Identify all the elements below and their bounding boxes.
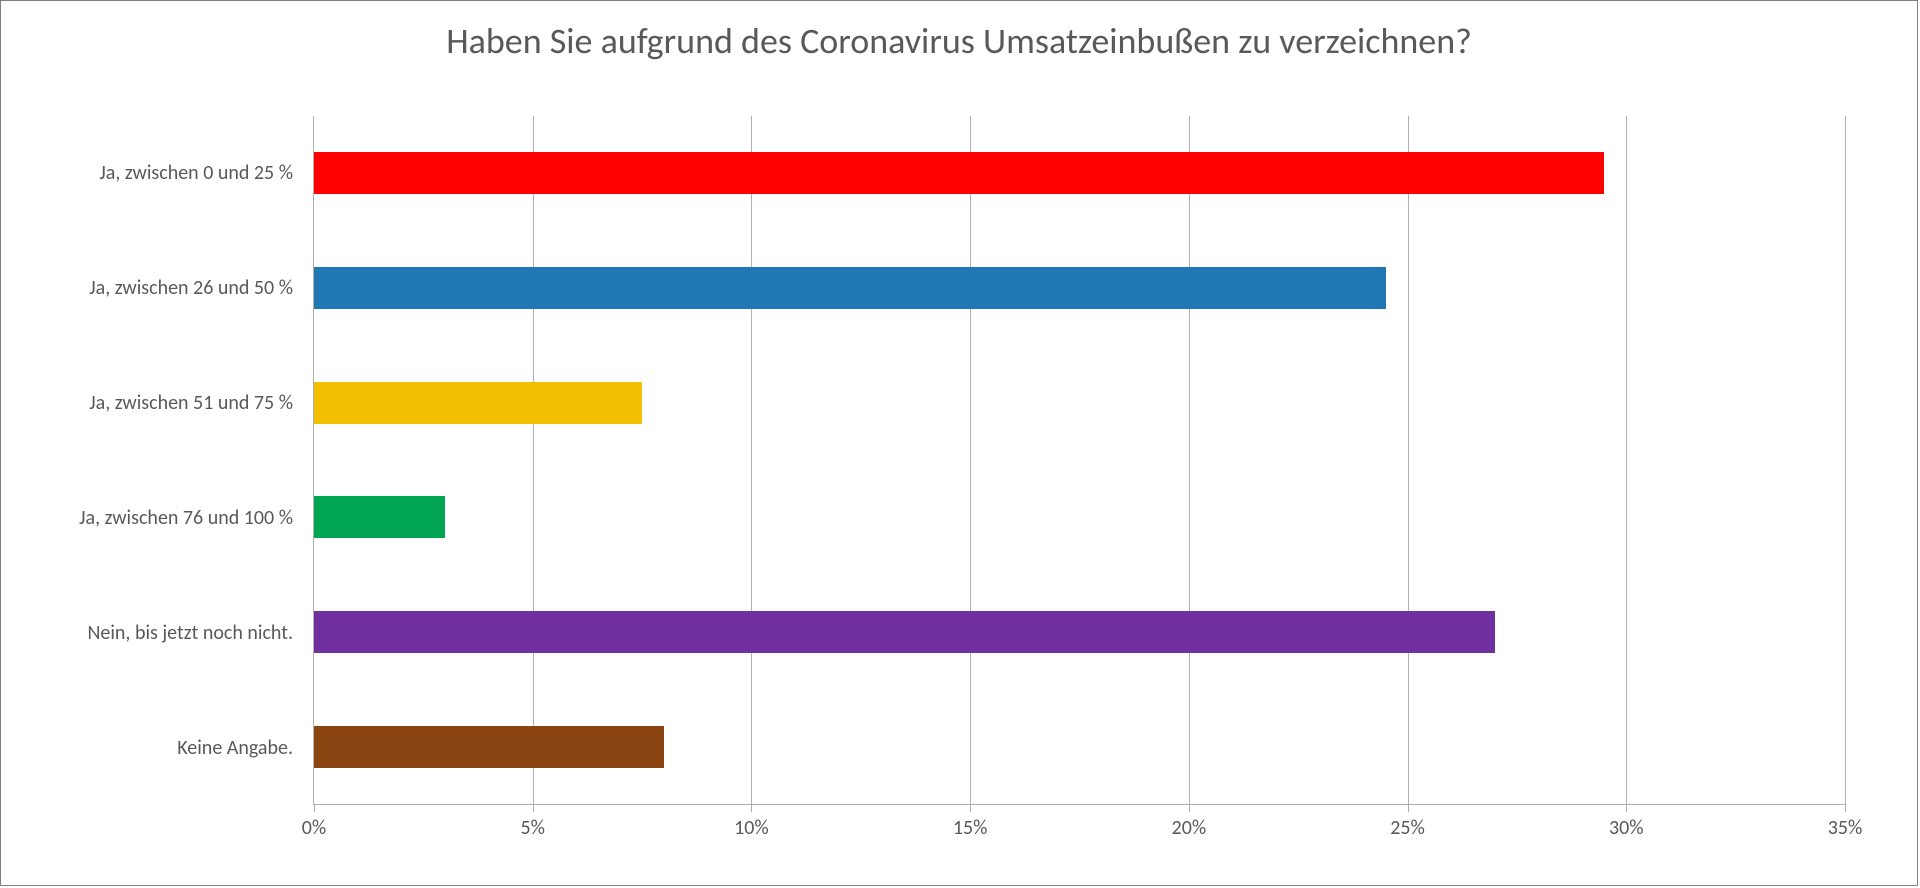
y-category-label: Ja, zwischen 0 und 25 % bbox=[99, 161, 293, 185]
x-tick bbox=[970, 804, 971, 812]
plot-area: Ja, zwischen 0 und 25 % Ja, zwischen 26 u… bbox=[73, 116, 1845, 805]
x-tick bbox=[533, 804, 534, 812]
x-tick bbox=[751, 804, 752, 812]
gridline bbox=[1626, 116, 1627, 804]
x-tick-label: 5% bbox=[520, 816, 544, 840]
y-category-label: Ja, zwischen 26 und 50 % bbox=[89, 276, 293, 300]
x-tick-label: 15% bbox=[953, 816, 988, 840]
chart-title: Haben Sie aufgrund des Coronavirus Umsat… bbox=[1, 19, 1917, 63]
x-tick bbox=[1845, 804, 1846, 812]
x-tick bbox=[1408, 804, 1409, 812]
bar bbox=[314, 611, 1495, 653]
gridline bbox=[751, 116, 752, 804]
y-category-label: Keine Angabe. bbox=[177, 736, 293, 760]
bar bbox=[314, 382, 642, 424]
x-tick-label: 35% bbox=[1828, 816, 1863, 840]
x-tick-label: 0% bbox=[302, 816, 326, 840]
bar bbox=[314, 152, 1604, 194]
y-category-label: Ja, zwischen 76 und 100 % bbox=[79, 506, 293, 530]
bar bbox=[314, 726, 664, 768]
gridline bbox=[1408, 116, 1409, 804]
x-tick-label: 30% bbox=[1609, 816, 1644, 840]
x-tick bbox=[314, 804, 315, 812]
y-category-label: Ja, zwischen 51 und 75 % bbox=[89, 391, 293, 415]
grid-area: 0%5%10%15%20%25%30%35% bbox=[313, 116, 1845, 805]
bar bbox=[314, 267, 1386, 309]
x-tick-label: 25% bbox=[1390, 816, 1425, 840]
gridline bbox=[1845, 116, 1846, 804]
gridline bbox=[1189, 116, 1190, 804]
x-tick-label: 20% bbox=[1172, 816, 1207, 840]
bar bbox=[314, 496, 445, 538]
gridline bbox=[970, 116, 971, 804]
chart-container: Haben Sie aufgrund des Coronavirus Umsat… bbox=[0, 0, 1918, 886]
gridline bbox=[533, 116, 534, 804]
x-tick bbox=[1626, 804, 1627, 812]
x-tick bbox=[1189, 804, 1190, 812]
y-axis-labels: Ja, zwischen 0 und 25 % Ja, zwischen 26 u… bbox=[73, 116, 303, 805]
y-category-label: Nein, bis jetzt noch nicht. bbox=[87, 621, 293, 645]
x-tick-label: 10% bbox=[734, 816, 769, 840]
